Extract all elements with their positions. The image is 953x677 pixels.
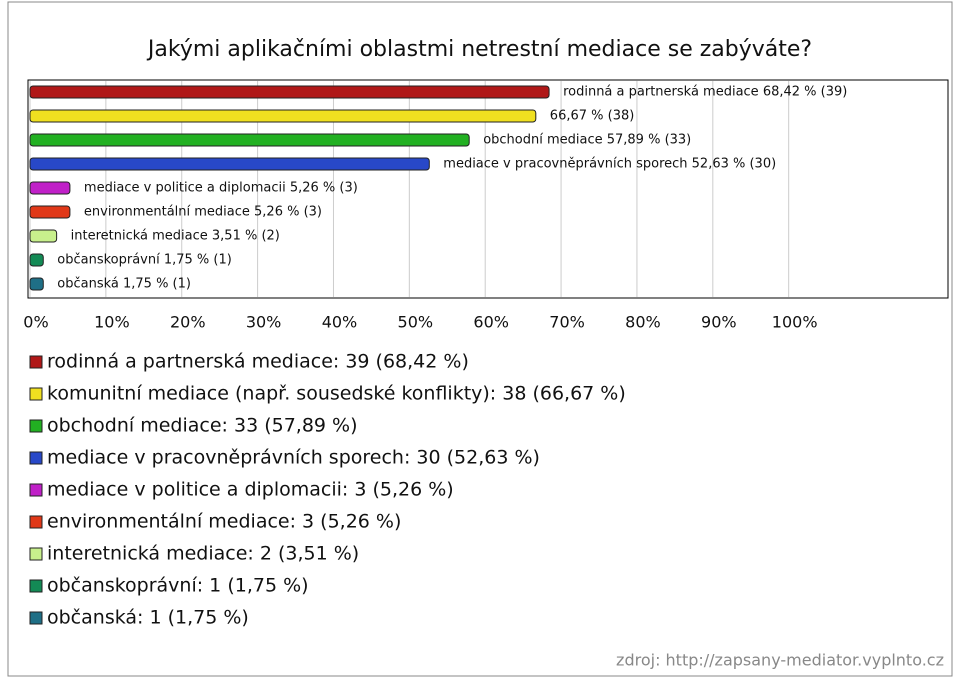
x-tick-label: 80% xyxy=(625,313,661,332)
bar xyxy=(29,229,58,243)
legend-swatch xyxy=(29,611,43,625)
legend-label: environmentální mediace: 3 (5,26 %) xyxy=(47,511,401,533)
x-tick-label: 50% xyxy=(398,313,434,332)
bar xyxy=(29,133,470,147)
bar xyxy=(29,181,71,195)
x-tick-label: 20% xyxy=(170,313,206,332)
legend-label: komunitní mediace (např. sousedské konfl… xyxy=(47,383,626,405)
value-label: občanskoprávní 1,75 % (1) xyxy=(57,253,232,268)
legend-label: mediace v politice a diplomacii: 3 (5,26… xyxy=(47,479,454,501)
x-tick-label: 40% xyxy=(322,313,358,332)
bar xyxy=(29,109,537,123)
legend-label: rodinná a partnerská mediace: 39 (68,42 … xyxy=(47,351,469,373)
value-label: environmentální mediace 5,26 % (3) xyxy=(84,205,322,220)
x-tick-label: 30% xyxy=(246,313,282,332)
legend-swatch xyxy=(29,515,43,529)
bar xyxy=(29,205,71,219)
bar xyxy=(29,85,550,99)
legend-swatch xyxy=(29,547,43,561)
legend-label: občanská: 1 (1,75 %) xyxy=(47,607,249,629)
value-label: občanská 1,75 % (1) xyxy=(57,277,191,292)
legend-swatch xyxy=(29,579,43,593)
bar xyxy=(29,253,44,267)
bar xyxy=(29,277,44,291)
chart-title: Jakými aplikačními oblastmi netrestní me… xyxy=(146,37,812,62)
legend-swatch xyxy=(29,483,43,497)
legend-label: obchodní mediace: 33 (57,89 %) xyxy=(47,415,358,437)
x-tick-label: 0% xyxy=(23,313,48,332)
legend-label: mediace v pracovněprávních sporech: 30 (… xyxy=(47,447,540,469)
legend-swatch xyxy=(29,419,43,433)
value-label: interetnická mediace 3,51 % (2) xyxy=(71,229,280,244)
value-label: 66,67 % (38) xyxy=(550,109,635,124)
legend-swatch xyxy=(29,387,43,401)
bar xyxy=(29,157,430,171)
x-tick-label: 70% xyxy=(549,313,585,332)
legend-swatch xyxy=(29,451,43,465)
value-label: obchodní mediace 57,89 % (33) xyxy=(483,133,691,148)
legend-label: interetnická mediace: 2 (3,51 %) xyxy=(47,543,359,565)
x-tick-label: 100% xyxy=(772,313,818,332)
source: zdroj: http://zapsany-mediator.vyplnto.c… xyxy=(616,651,944,670)
value-label: rodinná a partnerská mediace 68,42 % (39… xyxy=(563,85,847,100)
legend-swatch xyxy=(29,355,43,369)
legend-label: občanskoprávní: 1 (1,75 %) xyxy=(47,575,309,597)
x-tick-label: 90% xyxy=(701,313,737,332)
x-tick-label: 10% xyxy=(94,313,130,332)
value-label: mediace v pracovněprávních sporech 52,63… xyxy=(443,157,776,172)
value-label: mediace v politice a diplomacii 5,26 % (… xyxy=(84,181,358,196)
x-tick-label: 60% xyxy=(473,313,509,332)
